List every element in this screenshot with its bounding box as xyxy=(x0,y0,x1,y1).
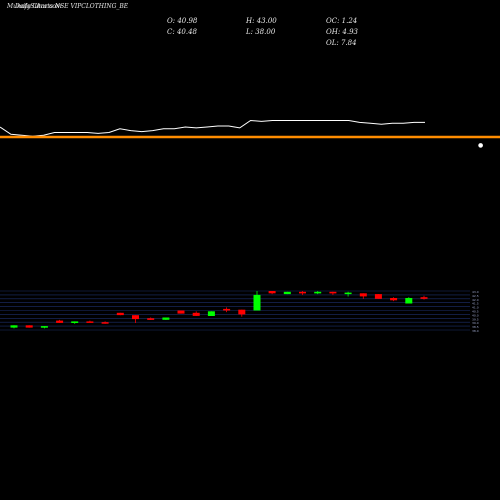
candle-body xyxy=(253,294,261,311)
candle-body xyxy=(390,298,398,301)
candle xyxy=(268,291,276,295)
candle-body xyxy=(420,297,428,299)
candle-body xyxy=(86,321,94,323)
candle-body xyxy=(238,309,246,315)
candle-body xyxy=(268,291,276,294)
low-value: L: 38.00 xyxy=(246,28,276,36)
close-value: C: 40.48 xyxy=(167,28,197,36)
candle xyxy=(299,291,306,295)
candle xyxy=(314,291,322,295)
grid-tick: 42.5 xyxy=(472,294,479,298)
candle-body xyxy=(56,320,64,323)
grid-tick: 40.5 xyxy=(472,310,479,314)
candle-body xyxy=(344,292,352,295)
candle-body xyxy=(207,311,215,316)
candle xyxy=(374,294,382,299)
candle-body xyxy=(314,291,322,294)
ol-value: OL: 7.84 xyxy=(326,39,357,47)
candle xyxy=(344,291,352,297)
price-line-group xyxy=(0,119,425,137)
price-grid: 43.042.542.041.541.040.540.039.539.038.5… xyxy=(0,290,479,333)
grid-tick: 41.0 xyxy=(472,306,479,310)
candle xyxy=(162,317,170,320)
candle xyxy=(86,320,94,323)
candle xyxy=(420,295,428,300)
candle-body xyxy=(299,291,306,294)
candle-body xyxy=(147,318,155,320)
candle-body xyxy=(132,315,139,320)
candle-body xyxy=(162,317,170,320)
candle xyxy=(177,310,185,314)
open-value: O: 40.98 xyxy=(167,17,198,25)
oh-value: OH: 4.93 xyxy=(326,28,359,36)
candle xyxy=(253,291,261,311)
symbol-label: VIPCLOTHING_BE xyxy=(70,3,129,10)
candle-body xyxy=(283,291,291,295)
candle xyxy=(223,307,231,313)
site-title: MunafaSutra.com xyxy=(7,3,62,10)
site-name: MunafaSutra.com xyxy=(7,3,62,10)
candle-body xyxy=(223,308,231,311)
candle-body xyxy=(71,321,79,323)
candle xyxy=(101,321,109,324)
oc-value: OC: 1.24 xyxy=(326,17,358,25)
candle xyxy=(10,325,18,329)
candle-body xyxy=(405,298,413,304)
candle xyxy=(207,311,215,316)
grid-tick: 39.5 xyxy=(472,317,479,321)
grid-tick: 38.0 xyxy=(472,329,479,333)
price-line xyxy=(0,119,425,137)
candle xyxy=(405,297,413,304)
candle xyxy=(390,297,398,302)
scroll-marker: ● xyxy=(478,142,483,149)
candle-body xyxy=(192,312,200,316)
candle-body xyxy=(374,294,382,299)
grid-tick: 39.0 xyxy=(472,321,479,325)
candle-body xyxy=(101,322,109,324)
candle-body xyxy=(329,291,337,294)
grid-tick: 41.5 xyxy=(472,302,479,306)
grid-tick: 40.0 xyxy=(472,313,479,317)
candle-body xyxy=(116,312,124,316)
candle xyxy=(116,312,124,316)
grid-tick: 42.0 xyxy=(472,298,479,302)
candle xyxy=(329,291,337,295)
chart-type: Daily Charts NSE xyxy=(15,3,69,10)
chart-type-title: Daily Charts NSE VIPCLOTHING_BE xyxy=(15,3,128,10)
candle-body xyxy=(177,310,185,314)
candle xyxy=(283,291,291,295)
candle xyxy=(25,325,33,328)
candle xyxy=(132,315,139,323)
high-value: H: 43.00 xyxy=(246,17,277,25)
candle-body xyxy=(359,293,367,297)
candle-body xyxy=(25,325,33,328)
candle-body xyxy=(10,325,18,328)
candle xyxy=(56,319,64,323)
candle xyxy=(192,311,200,316)
grid-tick: 43.0 xyxy=(472,290,479,294)
candle xyxy=(238,309,246,317)
candle xyxy=(71,321,79,324)
candles-group xyxy=(10,291,428,329)
candle xyxy=(40,326,48,329)
grid-tick: 38.5 xyxy=(472,325,479,329)
candle xyxy=(147,317,155,320)
candle xyxy=(359,293,367,299)
candle-body xyxy=(40,326,48,328)
